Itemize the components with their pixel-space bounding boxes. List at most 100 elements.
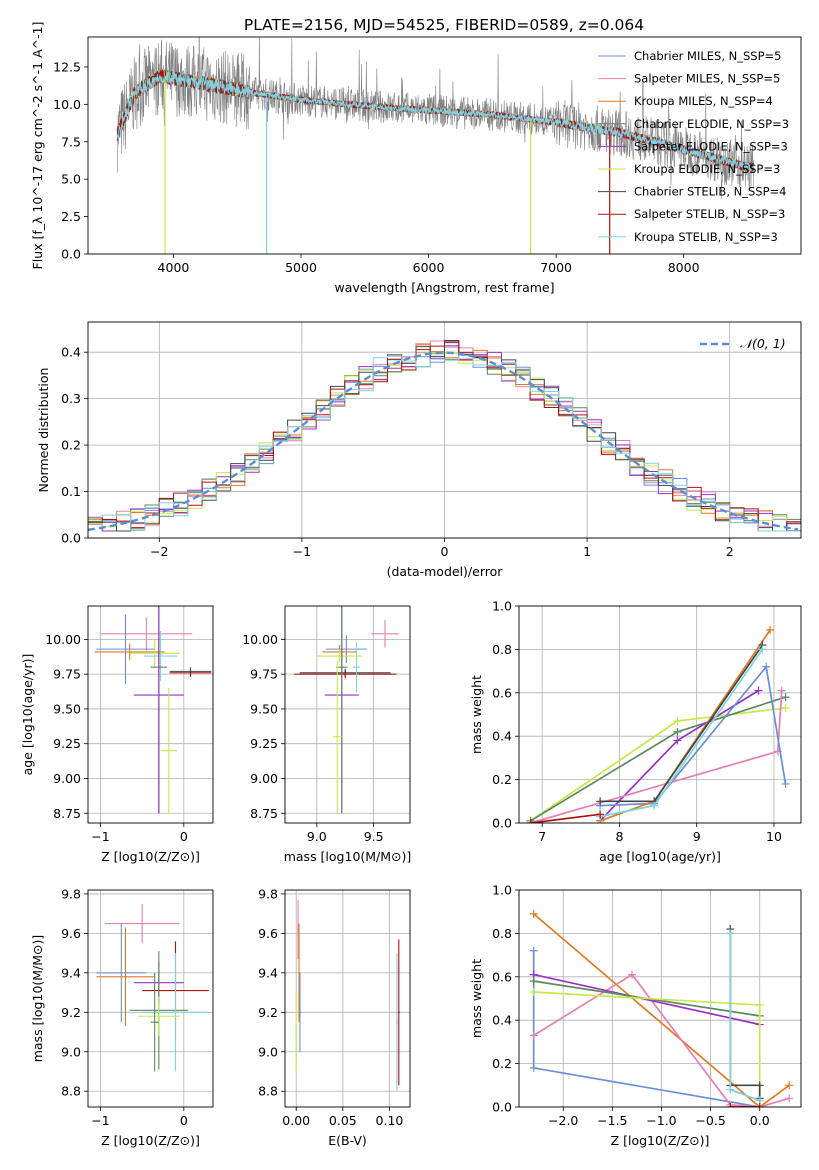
mass_vs_ebv-xlabel: E(B-V) xyxy=(328,1133,367,1148)
weight-line-chabrier_miles xyxy=(532,950,760,1107)
legend-label-salpeter_stelib: Salpeter STELIB, N_SSP=3 xyxy=(634,207,785,221)
weight_vs_age-xtick-label: 7 xyxy=(538,829,546,844)
weight-marker-chabrier_miles xyxy=(762,662,771,671)
mass_vs_Z-ytick-label: 9.2 xyxy=(61,1005,81,1020)
weight-marker-salpeter_miles xyxy=(785,1094,794,1103)
weight-marker-salpeter_stelib xyxy=(596,810,605,819)
mass_vs_Z-grid xyxy=(88,890,213,1107)
mass_vs_ebv-ytick-label: 9.2 xyxy=(258,1005,278,1020)
mass_vs_Z-ytick-label: 9.6 xyxy=(61,926,81,941)
spectrum-ytick-label: 5.0 xyxy=(61,172,81,187)
mass_vs_ebv-ytick-label: 9.4 xyxy=(258,965,278,980)
age_vs_mass-plot-area xyxy=(294,606,399,814)
legend-label-kroupa_stelib: Kroupa STELIB, N_SSP=3 xyxy=(634,230,778,244)
weight_vs_Z-ytick-label: 0.8 xyxy=(492,926,512,941)
age_vs_mass-xtick-label: 9.0 xyxy=(307,829,327,844)
residuals-ylabel: Normed distribution xyxy=(36,368,51,493)
age_vs_mass-ytick-label: 9.00 xyxy=(250,771,278,786)
age_vs_Z-ytick-label: 9.25 xyxy=(53,736,81,751)
mass_vs_Z-ytick-label: 9.8 xyxy=(61,886,81,901)
mass_vs_Z-ytick-label: 9.4 xyxy=(61,965,81,980)
mass_vs_Z-plot-area xyxy=(96,903,209,1072)
mass_vs_ebv-xtick-label: 0.05 xyxy=(329,1113,357,1128)
weight-line-kroupa_miles xyxy=(533,913,790,1107)
legend-label-chabrier_stelib: Chabrier STELIB, N_SSP=4 xyxy=(634,185,786,199)
weight_vs_age-ytick-label: 0.4 xyxy=(492,729,512,744)
weight_vs_Z-xtick-label: −2.0 xyxy=(548,1113,578,1128)
spectrum-ytick-label: 12.5 xyxy=(53,59,81,74)
legend-label-salpeter_elodie: Salpeter ELODIE, N_SSP=3 xyxy=(634,139,788,153)
spectrum-xtick-label: 8000 xyxy=(668,260,700,275)
age_vs_Z-xtick-label: 0 xyxy=(180,829,188,844)
weight_vs_Z-ytick-label: 0.2 xyxy=(492,1056,512,1071)
age_vs_Z-ylabel: age [log10(age/yr)] xyxy=(20,654,35,776)
mass_vs_ebv-ytick-label: 9.6 xyxy=(258,926,278,941)
age_vs_mass-ytick-label: 9.50 xyxy=(250,701,278,716)
age_vs_Z-ytick-label: 9.50 xyxy=(53,701,81,716)
weight-marker-kroupa_stelib xyxy=(650,801,659,810)
residuals-xlabel: (data-model)/error xyxy=(387,564,504,579)
weight_vs_Z-frame xyxy=(518,889,802,1108)
mass_vs_ebv-ytick-label: 8.8 xyxy=(258,1084,278,1099)
weight-line-kroupa_stelib xyxy=(599,648,764,818)
age_vs_Z-ytick-label: 10.00 xyxy=(45,632,81,647)
mass_vs_ebv-frame xyxy=(284,889,411,1108)
mass_vs_Z-xlabel: Z [log10(Z/Z⊙)] xyxy=(101,1133,200,1148)
residuals-ytick-label: 0.3 xyxy=(61,391,81,406)
weight-marker-salpeter_miles xyxy=(627,970,636,979)
weight_vs_Z-ylabel: mass weight xyxy=(469,959,484,1038)
weight-marker-chabrier_elodie xyxy=(673,727,682,736)
residuals-ytick-label: 0.2 xyxy=(61,438,81,453)
weight-marker-kroupa_elodie xyxy=(673,717,682,726)
age_vs_mass-xtick-label: 9.5 xyxy=(364,829,384,844)
spectrum-xtick-label: 6000 xyxy=(413,260,445,275)
mass_vs_ebv-ytick-label: 9.8 xyxy=(258,886,278,901)
residuals-frame xyxy=(87,321,802,539)
spectrum-ytick-label: 0.0 xyxy=(61,247,81,262)
weight-marker-kroupa_stelib xyxy=(758,645,767,654)
weight-marker-salpeter_stelib xyxy=(526,819,535,823)
residuals-xtick-label: 1 xyxy=(583,544,591,559)
weight-line-kroupa_miles xyxy=(599,629,771,822)
spectrum-model-kroupa_stelib xyxy=(116,70,755,172)
weight_vs_age-grid xyxy=(519,605,801,824)
mass_vs_Z-ylabel: mass [log10(M/M⊙)] xyxy=(30,935,45,1063)
weight_vs_age-xtick-label: 10 xyxy=(766,829,782,844)
weight_vs_age-ytick-label: 0.0 xyxy=(492,816,512,831)
age_vs_Z-ytick-label: 9.75 xyxy=(53,667,81,682)
weight-line-kroupa_stelib xyxy=(729,933,760,1102)
weight-marker-kroupa_miles xyxy=(785,1081,794,1090)
residuals-ytick-label: 0.1 xyxy=(61,484,81,499)
spectrum-xlabel: wavelength [Angstrom, rest frame] xyxy=(334,280,554,295)
spectrum-data-line xyxy=(117,37,754,199)
weight_vs_age-ytick-label: 0.8 xyxy=(492,642,512,657)
normal-curve xyxy=(88,351,799,532)
residuals-xtick-label: −2 xyxy=(150,544,168,559)
weight-line-salpeter_stelib xyxy=(530,813,601,823)
weight_vs_age-xlabel: age [log10(age/yr)] xyxy=(599,849,721,864)
spectrum-xtick-label: 7000 xyxy=(540,260,572,275)
spectrum-frame xyxy=(87,36,802,255)
weight-marker-chabrier_elodie xyxy=(529,977,538,986)
weight-line-chabrier_miles xyxy=(600,664,787,807)
legend-label-kroupa_miles: Kroupa MILES, N_SSP=4 xyxy=(634,94,773,108)
weight-marker-salpeter_stelib xyxy=(726,1103,735,1107)
weight-marker-kroupa_stelib xyxy=(726,929,735,938)
weight_vs_Z-xtick-label: −0.5 xyxy=(695,1113,725,1128)
age_vs_mass-ytick-label: 9.75 xyxy=(250,667,278,682)
weight_vs_Z-ytick-label: 1.0 xyxy=(492,883,512,898)
residuals-xtick-label: 0 xyxy=(441,544,449,559)
weight-marker-kroupa_elodie xyxy=(781,703,790,712)
weight-line-chabrier_stelib xyxy=(600,644,764,803)
mass_vs_ebv-ytick-label: 9.0 xyxy=(258,1044,278,1059)
age_vs_Z-grid xyxy=(88,606,213,823)
weight-line-salpeter_elodie xyxy=(533,973,760,1026)
weight_vs_Z-xtick-label: −1.5 xyxy=(597,1113,627,1128)
legend-label-chabrier_elodie: Chabrier ELODIE, N_SSP=3 xyxy=(634,117,789,131)
weight_vs_Z-xtick-label: 0.0 xyxy=(750,1113,770,1128)
weight-marker-salpeter_elodie xyxy=(754,686,763,695)
weight_vs_age-ytick-label: 0.2 xyxy=(492,772,512,787)
spectrum-plot-area xyxy=(116,37,755,254)
spectrum-xtick-label: 4000 xyxy=(158,260,190,275)
